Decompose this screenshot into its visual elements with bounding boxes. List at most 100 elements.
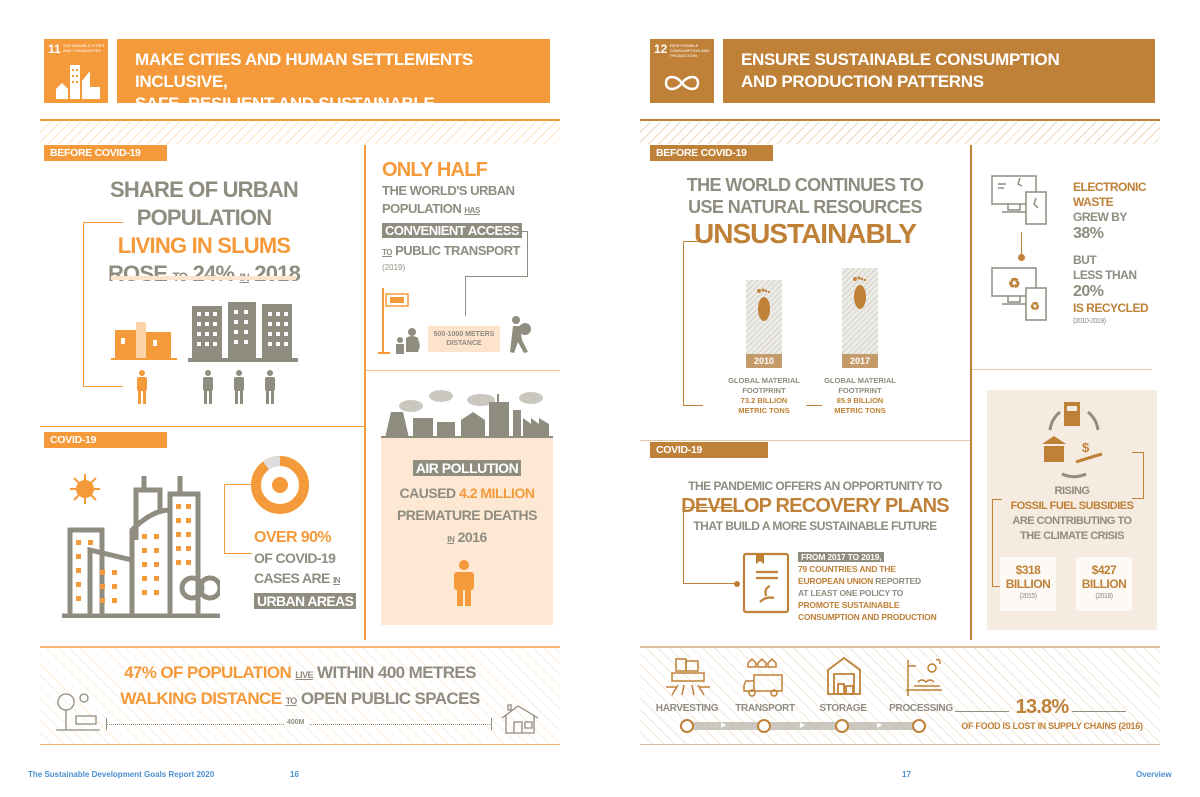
transport-line-4: TO PUBLIC TRANSPORT bbox=[382, 243, 520, 258]
distance-label: 400M bbox=[284, 719, 308, 726]
goal-number: 12 bbox=[654, 42, 668, 56]
policy-document-icon bbox=[742, 552, 790, 614]
goal-label: RESPONSIBLE CONSUMPTION AND PRODUCTION bbox=[670, 43, 710, 58]
stage-node bbox=[835, 719, 849, 733]
page-number-17: 17 bbox=[902, 770, 911, 779]
stage-harvesting: HARVESTING bbox=[655, 703, 719, 714]
apartment-buildings-icon bbox=[188, 302, 298, 362]
ewaste-connector-dot bbox=[1018, 254, 1025, 261]
distance-box: 500-1000 METERS DISTANCE bbox=[428, 326, 500, 352]
covid-line-3: URBAN AREAS bbox=[254, 591, 364, 611]
covid-cases-donut-chart bbox=[251, 455, 309, 514]
footprint-bar-2017 bbox=[842, 268, 878, 368]
park-bench-icon bbox=[56, 693, 100, 731]
open-spaces-band bbox=[40, 648, 560, 744]
distance-tick-right bbox=[491, 718, 492, 730]
fossil-connector-left bbox=[992, 499, 1002, 587]
footprint-connector bbox=[806, 405, 822, 406]
recovery-connector-dot bbox=[734, 581, 740, 587]
bus-stop-icon bbox=[378, 288, 420, 354]
covid-implications-tag: COVID-19 IMPLICATIONS bbox=[650, 442, 768, 472]
policy-stat: FROM 2017 TO 2019, 79 COUNTRIES AND THE … bbox=[798, 552, 937, 622]
air-line-3: IN 2016 bbox=[447, 529, 487, 545]
slums-stat: SHARE OF URBAN POPULATION LIVING IN SLUM… bbox=[44, 176, 364, 292]
recovery-connector bbox=[683, 507, 737, 584]
transport-stat: ONLY HALF THE WORLD'S URBAN POPULATION H… bbox=[382, 158, 562, 274]
stage-node bbox=[912, 719, 926, 733]
stage-node bbox=[680, 719, 694, 733]
transport-connector-v bbox=[465, 276, 528, 316]
resources-stat: THE WORLD CONTINUES TO USE NATURAL RESOU… bbox=[640, 174, 970, 250]
house-icon bbox=[501, 704, 539, 734]
covid-line-1: OF COVID-19 bbox=[254, 550, 336, 566]
title-line-1: ENSURE SUSTAINABLE CONSUMPTION bbox=[741, 50, 1060, 69]
stage-node bbox=[757, 719, 771, 733]
transport-year: (2019) bbox=[382, 263, 406, 272]
subsidy-cycle-icon: $ bbox=[1042, 402, 1103, 479]
fossil-connector-right bbox=[1132, 452, 1144, 499]
resources-line-1: THE WORLD CONTINUES TO bbox=[686, 175, 924, 195]
header-divider bbox=[40, 119, 560, 121]
air-pollution-label: AIR POLLUTION bbox=[381, 458, 553, 478]
food-loss-caption: OF FOOD IS LOST IN SUPPLY CHAINS (2016) bbox=[961, 721, 1143, 731]
stage-storage: STORAGE bbox=[819, 703, 867, 714]
svg-text:♻: ♻ bbox=[1008, 275, 1021, 291]
recycle-computer-icon: ♻♻ bbox=[991, 267, 1047, 321]
city-skyline-icon bbox=[62, 476, 220, 618]
open-spaces-line-2: WALKING DISTANCE TO OPEN PUBLIC SPACES bbox=[120, 689, 480, 708]
year-2017-label: 2017 bbox=[842, 354, 878, 368]
row-divider-left bbox=[40, 426, 364, 427]
slums-line-1: SHARE OF URBAN POPULATION bbox=[109, 177, 299, 230]
broken-computer-icon bbox=[991, 175, 1047, 225]
before-covid-tag: BEFORE COVID-19 bbox=[44, 145, 167, 161]
footprint-2010-caption: GLOBAL MATERIAL FOOTPRINT 73.2 BILLION M… bbox=[728, 376, 800, 415]
slums-connector bbox=[83, 222, 123, 387]
open-spaces-stat: 47% OF POPULATION LIVE WITHIN 400 METRES… bbox=[40, 661, 560, 713]
arrow-right-icon: ▶ bbox=[800, 722, 806, 729]
before-covid-tag: BEFORE COVID-19 bbox=[650, 145, 773, 161]
hatch-band bbox=[40, 122, 560, 144]
slums-underline-bar bbox=[111, 276, 296, 280]
section-overview-link[interactable]: Overview bbox=[1136, 770, 1172, 779]
delivery-truck-icon bbox=[743, 657, 783, 697]
air-line-2: PREMATURE DEATHS bbox=[396, 507, 538, 523]
fossil-stat: RISING FOSSIL FUEL SUBSIDIES ARE CONTRIB… bbox=[1010, 485, 1134, 542]
resources-line-2: USE NATURAL RESOURCES bbox=[688, 197, 922, 217]
covid-implications-tag: COVID-19 IMPLICATIONS bbox=[44, 432, 167, 462]
person-gray-icon bbox=[234, 370, 244, 404]
goal-number: 11 bbox=[48, 42, 61, 56]
virus-icon bbox=[70, 474, 100, 504]
distance-line-2: DISTANCE bbox=[446, 340, 482, 347]
report-title-footer: The Sustainable Development Goals Report… bbox=[28, 770, 215, 779]
transport-line-3: CONVENIENT ACCESS bbox=[382, 222, 562, 240]
row-divider-left bbox=[640, 440, 970, 441]
goal-label: SUSTAINABLE CITIES AND COMMUNITIES bbox=[63, 43, 105, 53]
goal-12-title-banner: ENSURE SUSTAINABLE CONSUMPTION AND PRODU… bbox=[723, 39, 1155, 103]
transport-line-1: THE WORLD'S URBAN bbox=[382, 183, 515, 198]
distance-line-1: 500-1000 METERS bbox=[433, 331, 495, 338]
column-divider bbox=[364, 145, 366, 640]
transport-line-2: POPULATION HAS bbox=[382, 201, 480, 216]
resources-connector bbox=[683, 241, 703, 406]
polluted-city-icon bbox=[381, 390, 553, 438]
title-line-2: SAFE, RESILIENT AND SUSTAINABLE bbox=[135, 94, 435, 113]
supply-chain-top-line bbox=[640, 646, 1160, 648]
goal-11-title-banner: MAKE CITIES AND HUMAN SETTLEMENTS INCLUS… bbox=[117, 39, 550, 113]
distance-tick-left bbox=[106, 718, 107, 730]
city-buildings-icon bbox=[56, 65, 100, 99]
air-pollution-stat: AIR POLLUTION CAUSED 4.2 MILLION PREMATU… bbox=[381, 458, 553, 551]
row-divider-right bbox=[366, 370, 560, 371]
year-2010-label: 2010 bbox=[746, 354, 782, 368]
covid-connector bbox=[224, 484, 252, 554]
arrow-right-icon: ▶ bbox=[877, 722, 883, 729]
slums-line-2: LIVING IN SLUMS bbox=[117, 233, 291, 258]
resources-line-3: UNSUSTAINABLY bbox=[694, 218, 917, 249]
walking-person-icon bbox=[510, 316, 531, 353]
goal-12-badge: 12 RESPONSIBLE CONSUMPTION AND PRODUCTIO… bbox=[650, 39, 714, 103]
stage-processing: PROCESSING bbox=[889, 703, 953, 714]
air-line-1: CAUSED 4.2 MILLION bbox=[399, 485, 535, 501]
open-spaces-top-line bbox=[40, 646, 560, 648]
row-divider-right bbox=[972, 369, 1152, 370]
slum-houses-icon bbox=[111, 322, 177, 360]
slums-line-3: ROSE TO 24% IN 2018 bbox=[107, 261, 301, 286]
